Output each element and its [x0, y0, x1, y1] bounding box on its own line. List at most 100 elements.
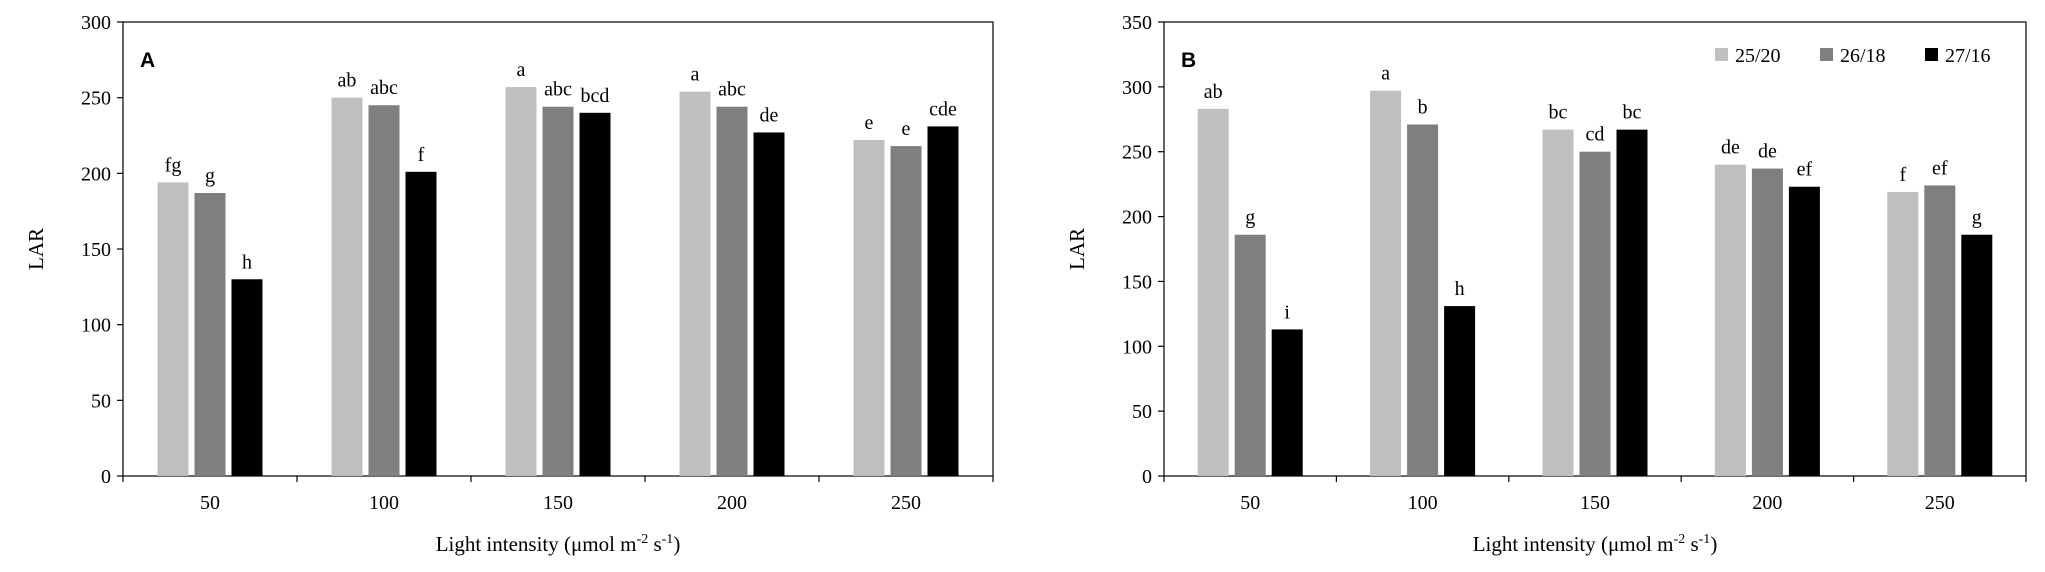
- x-axis-label-superscript: -1: [1699, 532, 1711, 547]
- legend-entry-label: 26/18: [1840, 45, 1886, 67]
- x-tick-label: 200: [1752, 492, 1782, 514]
- y-tick-label: 0: [101, 466, 111, 488]
- y-tick-label: 300: [1122, 77, 1152, 99]
- y-tick-label: 150: [1122, 271, 1152, 293]
- y-tick-label: 50: [1132, 401, 1152, 423]
- legend-swatch: [1820, 48, 1833, 61]
- bar-significance-label: abc: [718, 79, 746, 101]
- bar-27-16-100: [405, 171, 437, 476]
- x-axis-label-superscript: -1: [662, 532, 674, 547]
- bar-significance-label: cd: [1586, 124, 1605, 146]
- legend: 25/20 26/18 27/16: [1715, 45, 1991, 67]
- bar-26-18-50: [194, 193, 226, 477]
- bar-significance-label: de: [760, 104, 779, 126]
- x-tick-label: 100: [1408, 492, 1438, 514]
- bar-26-18-250: [1924, 185, 1956, 476]
- bar-25-20-250: [1887, 191, 1919, 476]
- bar-significance-label: bc: [1623, 102, 1642, 124]
- y-tick-label: 300: [81, 12, 111, 34]
- bar-27-16-150: [579, 112, 611, 477]
- x-tick-label: 50: [1240, 492, 1260, 514]
- bar-significance-label: bcd: [581, 85, 610, 107]
- x-axis-label-part: s: [648, 532, 661, 556]
- bar-27-16-200: [753, 132, 785, 476]
- x-axis-label-superscript: -2: [1674, 532, 1686, 547]
- bar-significance-label: a: [691, 64, 700, 86]
- bar-27-16-50: [1271, 329, 1303, 476]
- bar-significance-label: ef: [1932, 157, 1948, 179]
- y-axis-label: LAR: [24, 228, 48, 270]
- bar-26-18-150: [1579, 151, 1611, 476]
- bar-27-16-150: [1616, 129, 1648, 477]
- bar-25-20-250: [853, 140, 885, 477]
- bar-26-18-200: [716, 106, 748, 476]
- x-tick-label: 150: [1580, 492, 1610, 514]
- panel-label: B: [1181, 49, 1196, 72]
- x-axis-label-superscript: -2: [637, 532, 649, 547]
- bar-significance-label: ab: [1204, 81, 1223, 103]
- bar-significance-label: h: [242, 251, 252, 273]
- y-tick-label: 350: [1122, 12, 1152, 34]
- legend-entry-label: 25/20: [1735, 45, 1781, 67]
- bar-significance-label: e: [865, 112, 874, 134]
- x-tick-label: 250: [891, 492, 921, 514]
- y-tick-label: 100: [81, 315, 111, 337]
- x-tick-label: 150: [543, 492, 573, 514]
- bar-25-20-200: [1714, 164, 1746, 476]
- bar-significance-label: g: [1245, 207, 1255, 229]
- bar-26-18-50: [1234, 234, 1266, 476]
- bar-significance-label: fg: [165, 154, 182, 176]
- bar-significance-label: h: [1455, 278, 1465, 300]
- legend-swatch: [1925, 48, 1938, 61]
- panel-label: A: [140, 49, 155, 72]
- x-axis-label: Light intensity (μmol m-2 s-1): [436, 532, 681, 556]
- bar-significance-label: g: [1972, 207, 1982, 229]
- bar-27-16-250: [1961, 234, 1993, 476]
- bar-significance-label: a: [1381, 63, 1390, 85]
- bar-26-18-100: [368, 105, 400, 476]
- bar-significance-label: ab: [338, 70, 357, 92]
- legend-entry-label: 27/16: [1945, 45, 1991, 67]
- x-axis-label-part: ): [673, 532, 680, 556]
- bar-significance-label: cde: [929, 98, 957, 120]
- x-axis-label-part: ): [1710, 532, 1717, 556]
- x-tick-label: 200: [717, 492, 747, 514]
- legend-swatch: [1715, 48, 1728, 61]
- bar-27-16-100: [1444, 306, 1476, 476]
- bar-significance-label: f: [1899, 164, 1906, 186]
- bar-25-20-50: [157, 182, 189, 476]
- x-axis-label-part: s: [1685, 532, 1698, 556]
- bar-significance-label: g: [205, 165, 215, 187]
- bar-26-18-100: [1407, 124, 1439, 476]
- bar-significance-label: i: [1284, 301, 1290, 323]
- bar-25-20-200: [679, 91, 711, 476]
- bar-significance-label: e: [902, 118, 911, 140]
- bar-25-20-100: [331, 97, 363, 477]
- y-axis-label: LAR: [1065, 228, 1089, 270]
- bar-26-18-150: [542, 106, 574, 476]
- x-tick-label: 250: [1925, 492, 1955, 514]
- bar-25-20-150: [1542, 129, 1574, 477]
- bar-significance-label: ef: [1797, 159, 1813, 181]
- bar-25-20-150: [505, 87, 537, 476]
- bar-25-20-100: [1370, 90, 1402, 477]
- x-axis-label-part: Light intensity (μmol m: [1473, 532, 1674, 556]
- x-tick-label: 50: [200, 492, 220, 514]
- bar-27-16-250: [927, 126, 959, 477]
- y-tick-label: 100: [1122, 336, 1152, 358]
- y-tick-label: 150: [81, 239, 111, 261]
- y-tick-label: 200: [1122, 207, 1152, 229]
- bar-significance-label: f: [418, 144, 425, 166]
- bar-significance-label: a: [517, 59, 526, 81]
- y-tick-label: 250: [1122, 142, 1152, 164]
- x-axis-label: Light intensity (μmol m-2 s-1): [1473, 532, 1718, 556]
- bar-significance-label: abc: [370, 77, 398, 99]
- x-axis-label-part: Light intensity (μmol m: [436, 532, 637, 556]
- y-tick-label: 50: [91, 390, 111, 412]
- bar-26-18-250: [890, 146, 922, 477]
- bar-significance-label: de: [1758, 141, 1777, 163]
- y-tick-label: 250: [81, 88, 111, 110]
- x-tick-label: 100: [369, 492, 399, 514]
